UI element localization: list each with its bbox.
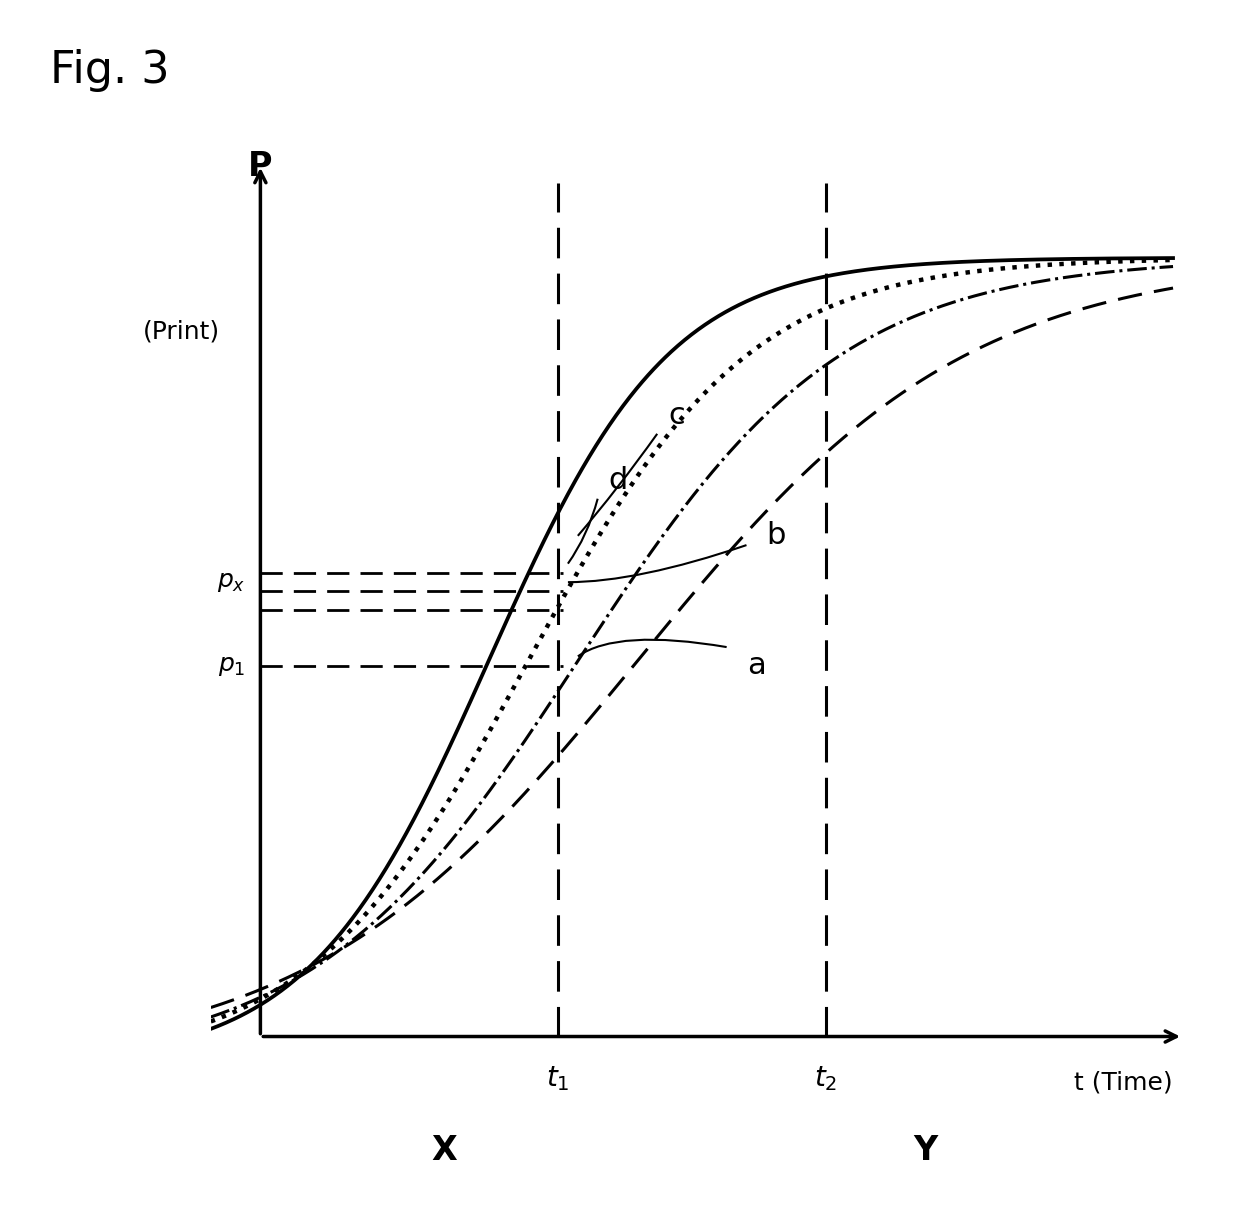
Text: $t_2$: $t_2$ <box>815 1064 837 1093</box>
Text: X: X <box>432 1133 456 1166</box>
Text: (Print): (Print) <box>143 320 219 344</box>
Text: d: d <box>608 466 627 494</box>
Text: $p_x$: $p_x$ <box>217 570 246 594</box>
Text: b: b <box>766 521 786 550</box>
Text: Y: Y <box>913 1133 937 1166</box>
Text: $t_1$: $t_1$ <box>547 1064 569 1093</box>
Text: P: P <box>248 150 273 183</box>
Text: Fig. 3: Fig. 3 <box>50 49 169 92</box>
Text: c: c <box>668 401 686 429</box>
Text: a: a <box>746 651 766 680</box>
Text: t (Time): t (Time) <box>1074 1071 1173 1094</box>
Text: $p_1$: $p_1$ <box>218 654 246 677</box>
